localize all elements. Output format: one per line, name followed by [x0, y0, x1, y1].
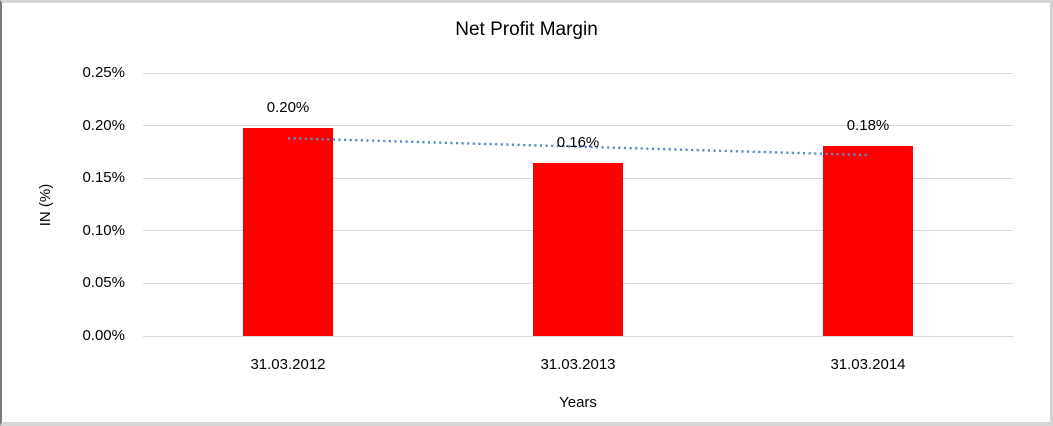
chart-title: Net Profit Margin — [455, 19, 598, 40]
data-label: 0.18% — [846, 116, 890, 134]
gridline — [143, 335, 1013, 337]
gridline — [143, 72, 1013, 74]
plot-area — [143, 72, 1013, 337]
x-tick-label: 31.03.2012 — [250, 356, 326, 373]
y-tick-label: 0.15% — [82, 169, 125, 187]
x-axis-title: Years — [559, 394, 597, 411]
y-tick-label: 0.25% — [82, 64, 125, 81]
y-tick-label: 0.00% — [82, 327, 125, 344]
bar — [823, 145, 913, 336]
trendline-line — [287, 137, 869, 157]
bar — [533, 163, 623, 336]
bar — [243, 127, 333, 336]
x-tick-label: 31.03.2013 — [540, 356, 616, 373]
x-tick-label: 31.03.2014 — [830, 356, 906, 373]
data-label: 0.20% — [266, 98, 310, 116]
gridline — [143, 125, 1013, 127]
trendline — [287, 137, 869, 157]
y-tick-label: 0.20% — [82, 116, 125, 134]
data-label: 0.16% — [556, 134, 600, 152]
y-tick-label: 0.10% — [82, 221, 125, 239]
y-tick-label: 0.05% — [82, 274, 125, 292]
